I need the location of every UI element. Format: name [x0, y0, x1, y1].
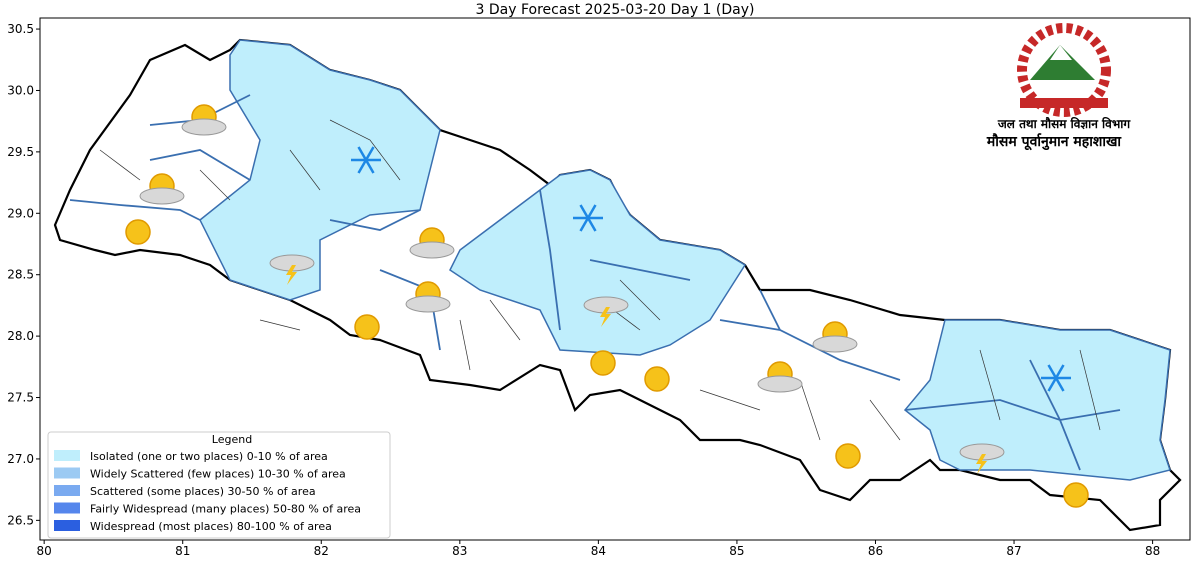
logo-wreath — [1017, 23, 1111, 117]
x-tick-label: 80 — [37, 544, 52, 558]
bolt-icon — [286, 265, 297, 285]
legend-label: Fairly Widespread (many places) 50-80 % … — [90, 503, 361, 516]
logo-banner — [1020, 98, 1108, 108]
bolt-icon — [600, 307, 611, 327]
sun-icon — [644, 366, 670, 392]
legend-swatch — [54, 467, 80, 479]
legend-label: Widespread (most places) 80-100 % of are… — [90, 520, 332, 533]
cloud-icon — [181, 118, 227, 136]
cloud-icon — [139, 187, 185, 205]
legend-label: Isolated (one or two places) 0-10 % of a… — [90, 450, 328, 463]
legend-swatch — [54, 450, 80, 461]
legend-swatch — [54, 502, 80, 514]
legend-swatch — [54, 485, 80, 496]
legend: Legend Isolated (one or two places) 0-10… — [47, 431, 391, 539]
x-tick-label: 84 — [591, 544, 606, 558]
cloud-icon — [812, 335, 858, 353]
y-tick-label: 27.0 — [7, 452, 34, 466]
x-tick-label: 88 — [1145, 544, 1160, 558]
district-borders — [99, 119, 1101, 441]
x-tick-label: 82 — [314, 544, 329, 558]
y-tick-label: 30.5 — [7, 22, 34, 36]
snow-arm — [579, 204, 597, 232]
cloud-icon — [409, 241, 455, 259]
sun-icon — [590, 350, 616, 376]
y-tick-label: 30.0 — [7, 83, 34, 97]
x-tick-label: 86 — [868, 544, 883, 558]
legend-label: Widely Scattered (few places) 10-30 % of… — [90, 468, 346, 481]
sun-icon — [354, 314, 380, 340]
agency-division: मौसम पूर्वानुमान महाशाखा — [986, 133, 1123, 151]
snow-arm — [1047, 364, 1065, 392]
snow-icon — [351, 146, 381, 174]
cloud-icon — [405, 295, 451, 313]
logo: जल तथा मौसम विज्ञान विभाग मौसम पूर्वानुम… — [986, 23, 1132, 151]
x-tick-label: 85 — [729, 544, 744, 558]
x-tick-label: 81 — [175, 544, 190, 558]
snow-arm — [357, 146, 375, 174]
legend-swatch — [54, 520, 80, 531]
logo-snow — [1050, 45, 1072, 60]
y-tick-label: 29.5 — [7, 145, 34, 159]
snow-icon — [1041, 364, 1071, 392]
agency-name: जल तथा मौसम विज्ञान विभाग — [997, 117, 1132, 131]
y-tick-label: 28.5 — [7, 268, 34, 282]
map-title: 3 Day Forecast 2025-03-20 Day 1 (Day) — [476, 2, 755, 18]
y-tick-label: 27.5 — [7, 391, 34, 405]
weather-icons — [125, 104, 1089, 508]
legend-label: Scattered (some places) 30-50 % of area — [90, 485, 316, 498]
cloud-icon — [757, 375, 803, 393]
y-tick-label: 26.5 — [7, 513, 34, 527]
sun-icon — [125, 219, 151, 245]
forecast-area — [449, 169, 747, 356]
sun-icon — [1063, 482, 1089, 508]
legend-box — [47, 431, 391, 539]
x-tick-label: 83 — [452, 544, 467, 558]
y-tick-label: 28.0 — [7, 329, 34, 343]
forecast-area — [903, 319, 1171, 481]
legend-title: Legend — [212, 433, 252, 446]
axes: 80 81 82 83 84 85 86 87 88 26.5 27.0 27.5 28.0 28.5 29… — [7, 22, 1160, 558]
y-tick-label: 29.0 — [7, 206, 34, 220]
x-tick-label: 87 — [1006, 544, 1021, 558]
snow-icon — [573, 204, 603, 232]
logo-mountain — [1030, 45, 1095, 80]
bolt-icon — [976, 454, 987, 474]
sun-icon — [835, 443, 861, 469]
